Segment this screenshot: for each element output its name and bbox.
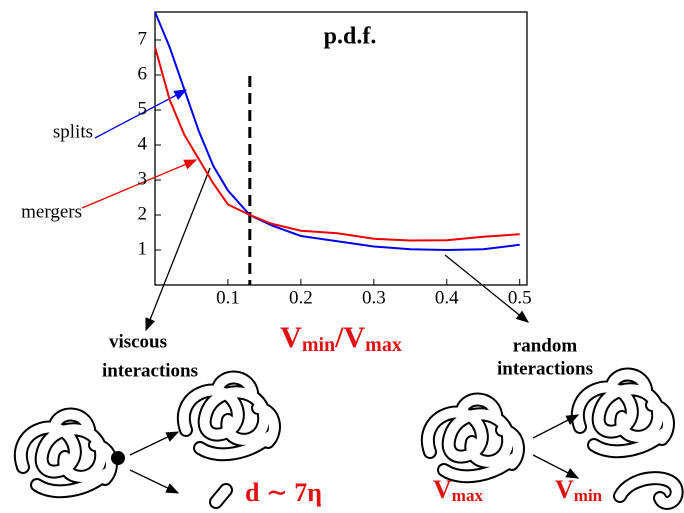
y-tick-label: 5 [138,98,148,119]
annotation: random [513,335,578,356]
y-tick-label: 2 [138,203,148,224]
figure: p.d.f. Vmin/Vmax viscous interactions ra… [0,0,684,513]
legend-label: mergers [21,201,82,222]
x-label-part: /V [334,321,365,354]
legend-label: splits [53,121,93,142]
tangle-illustration [21,375,677,503]
y-tick-label: 7 [138,28,148,49]
annotation: interactions [102,360,198,381]
x-tick-label: 0.5 [508,287,532,308]
x-axis-label: Vmin/Vmax [280,321,402,356]
x-tick-label: 0.2 [289,287,313,308]
y-tick-label: 6 [138,63,148,84]
label-part: min [574,486,603,505]
x-tick-label: 0.3 [362,287,386,308]
annotation: Vmin [555,475,603,505]
chart-title: p.d.f. [324,24,377,50]
x-tick-label: 0.4 [435,287,459,308]
plot-frame [155,12,527,285]
label-part: V [555,475,574,504]
series-line [155,47,520,241]
y-tick-label: 1 [138,238,148,259]
x-label-part: V [280,321,302,354]
label-part: max [452,486,484,505]
x-label-part: max [365,334,402,356]
annotation: viscous [109,331,167,352]
annotation: interactions [497,358,593,379]
annotation: d ∼ 7η [245,478,322,507]
x-label-part: min [302,334,335,356]
x-tick-label: 0.1 [216,287,240,308]
y-tick-label: 3 [138,168,148,189]
y-tick-label: 4 [138,133,148,154]
